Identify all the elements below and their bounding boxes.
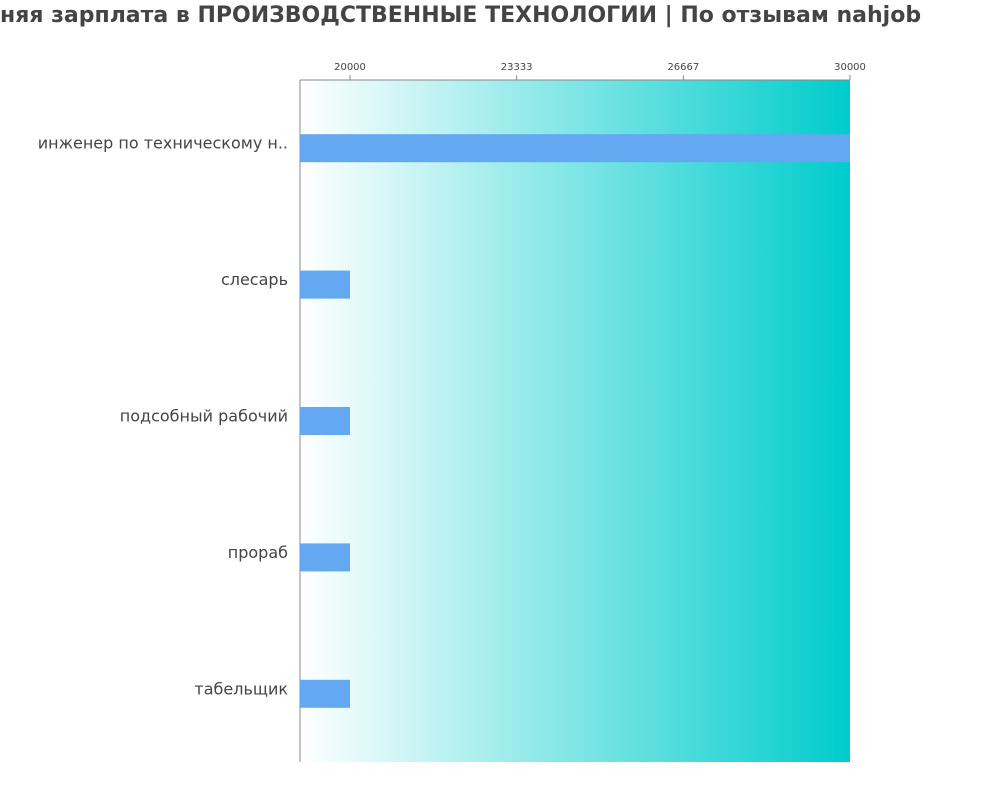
y-tick-label: слесарь <box>221 270 288 289</box>
bar <box>300 679 350 708</box>
x-tick-label: 26667 <box>667 62 699 73</box>
bar <box>300 270 350 299</box>
x-tick-label: 30000 <box>834 62 866 73</box>
bar <box>300 134 850 163</box>
chart-title: няя зарплата в ПРОИЗВОДСТВЕННЫЕ ТЕХНОЛОГ… <box>0 3 921 28</box>
y-tick-label: табельщик <box>194 679 288 698</box>
y-tick-label: прораб <box>228 543 288 562</box>
y-tick-label: инженер по техническому н.. <box>38 134 288 153</box>
y-tick-label: подсобный рабочий <box>120 407 288 426</box>
plot-background <box>300 80 850 762</box>
x-tick-label: 23333 <box>501 62 533 73</box>
bar <box>300 543 350 572</box>
bar <box>300 407 350 435</box>
x-tick-label: 20000 <box>334 62 366 73</box>
